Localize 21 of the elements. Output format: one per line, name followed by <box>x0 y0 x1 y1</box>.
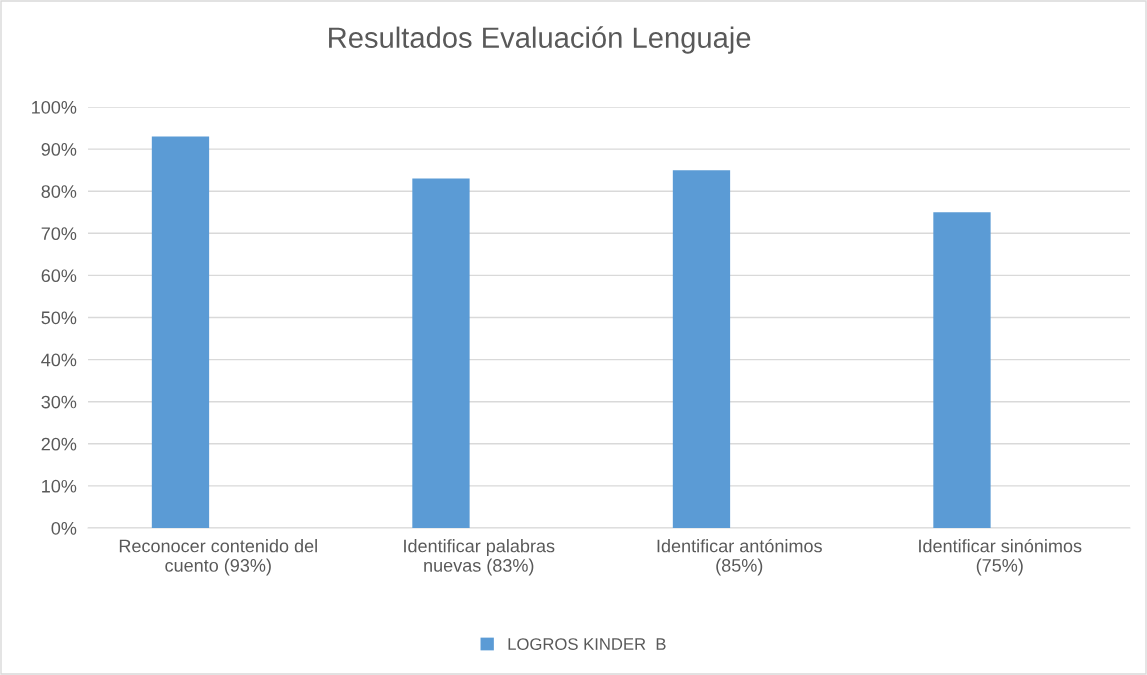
y-tick-label: 80% <box>41 185 77 198</box>
bar <box>933 212 991 528</box>
y-tick-label: 70% <box>41 227 77 241</box>
y-tick-label: 50% <box>41 311 77 325</box>
bar <box>151 136 210 528</box>
legend-label: LOGROS KINDER B <box>508 638 666 650</box>
y-tick-label: 40% <box>41 353 77 367</box>
y-tick-label: 0% <box>51 521 77 535</box>
y-tick-label: 20% <box>41 437 77 451</box>
x-tick-label: Reconocer contenido del cuento (93%) <box>119 539 317 576</box>
x-tick-label: Identificar sinónimos (75%) <box>919 538 1082 576</box>
x-tick-label: Identificar antónimos (85%) <box>657 538 822 576</box>
bar <box>412 178 470 528</box>
y-tick-label: 30% <box>41 395 77 409</box>
y-tick-label: 60% <box>41 269 77 283</box>
bar <box>672 170 731 528</box>
chart-title: Resultados Evaluación Lenguaje <box>329 26 751 54</box>
y-tick-label: 10% <box>42 479 77 493</box>
y-tick-label: 100% <box>32 100 77 114</box>
y-tick-label: 90% <box>41 143 77 156</box>
x-tick-label: Identificar palabras nuevas (83%) <box>404 539 555 576</box>
